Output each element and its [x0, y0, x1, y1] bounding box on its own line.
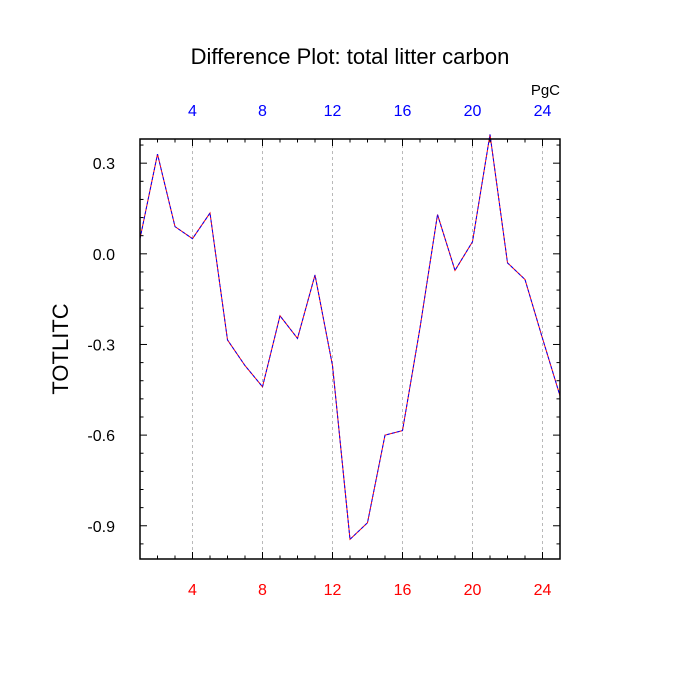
- axis-ticks: [139, 139, 561, 559]
- x-tick-label-top: 8: [258, 103, 267, 120]
- data-line: [139, 134, 561, 541]
- plot-frame: [139, 138, 561, 560]
- x-tick-label-top: 24: [534, 103, 552, 120]
- chart-title: Difference Plot: total litter carbon: [191, 44, 510, 69]
- x-tick-label-bottom: 8: [258, 582, 267, 599]
- x-tick-label-bottom: 4: [188, 582, 197, 599]
- x-tick-label-bottom: 12: [324, 582, 342, 599]
- x-tick-label-bottom: 24: [534, 582, 552, 599]
- series-line-dashed: [139, 134, 561, 541]
- x-tick-label-bottom: 16: [394, 582, 412, 599]
- grid-lines: [192, 139, 543, 559]
- y-axis-label: TOTLITC: [48, 303, 73, 394]
- y-tick-label: -0.3: [87, 337, 115, 354]
- y-tick-label: -0.6: [87, 428, 115, 445]
- x-tick-label-top: 16: [394, 103, 412, 120]
- y-tick-label: 0.0: [93, 247, 115, 264]
- x-tick-label-top: 12: [324, 103, 342, 120]
- x-tick-label-bottom: 20: [464, 582, 482, 599]
- units-label: PgC: [531, 82, 560, 99]
- y-tick-label: 0.3: [93, 156, 115, 173]
- x-tick-label-top: 4: [188, 103, 197, 120]
- x-tick-label-top: 20: [464, 103, 482, 120]
- y-tick-label: -0.9: [87, 519, 115, 536]
- series-line-solid: [139, 134, 561, 541]
- tick-labels: 0.3 0.0 -0.3 -0.6 -0.9 4 4 8 8 12 12 16 16 20 20 24 24: [87, 103, 551, 599]
